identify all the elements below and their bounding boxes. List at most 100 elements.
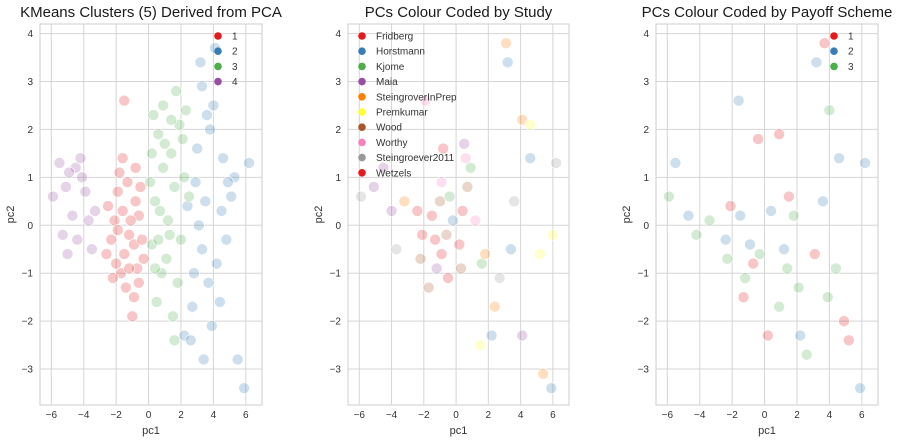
x-tick-label: 6 bbox=[859, 410, 865, 421]
data-point bbox=[155, 267, 168, 280]
data-point bbox=[121, 176, 134, 188]
data-point bbox=[377, 161, 390, 174]
data-point bbox=[464, 161, 477, 174]
data-point bbox=[66, 209, 79, 222]
data-point bbox=[129, 161, 142, 174]
data-point bbox=[63, 166, 75, 179]
data-point bbox=[508, 195, 520, 208]
data-point bbox=[859, 157, 871, 169]
data-point bbox=[171, 276, 184, 289]
legend-marker bbox=[358, 32, 366, 40]
data-point bbox=[214, 296, 226, 308]
data-point bbox=[524, 152, 537, 164]
data-point bbox=[74, 152, 87, 164]
data-point bbox=[821, 291, 834, 303]
data-point bbox=[537, 368, 549, 380]
data-point bbox=[76, 171, 88, 184]
legend-label: Wetzels bbox=[376, 168, 411, 179]
data-point bbox=[833, 152, 845, 164]
data-point bbox=[86, 243, 98, 256]
legend-label: Maia bbox=[376, 77, 398, 88]
data-point bbox=[152, 233, 165, 246]
data-point bbox=[429, 233, 441, 246]
legend: 1 2 3 4 bbox=[214, 32, 238, 88]
data-point bbox=[783, 190, 795, 203]
data-point bbox=[168, 334, 181, 347]
data-point bbox=[71, 233, 84, 246]
data-point bbox=[773, 128, 785, 141]
data-point bbox=[228, 171, 241, 184]
data-point bbox=[390, 243, 403, 256]
scatter-points bbox=[663, 37, 871, 395]
data-point bbox=[456, 205, 469, 217]
x-tick-label: −6 bbox=[46, 410, 58, 421]
tick-labels: −6 −4 −2 0 2 4 6 −3 −2 −1 0 1 2 3 4 bbox=[638, 29, 865, 421]
legend-label: Kjome bbox=[376, 62, 405, 73]
data-point bbox=[162, 214, 174, 227]
legend-label: Premkumar bbox=[376, 108, 428, 119]
y-axis-label: pc2 bbox=[621, 206, 633, 224]
data-point bbox=[176, 133, 189, 145]
data-point bbox=[124, 214, 137, 227]
x-tick-label: 4 bbox=[827, 410, 833, 421]
legend-label: 4 bbox=[232, 77, 238, 88]
data-point bbox=[765, 205, 777, 217]
data-point bbox=[416, 229, 429, 241]
data-point bbox=[485, 329, 498, 342]
data-point bbox=[843, 334, 855, 347]
y-tick-label: 4 bbox=[643, 29, 649, 40]
data-point bbox=[47, 190, 59, 203]
data-point bbox=[781, 262, 794, 275]
x-tick-label: 6 bbox=[243, 410, 249, 421]
legend-marker bbox=[358, 123, 366, 131]
data-point bbox=[222, 176, 234, 188]
legend: 1 2 3 bbox=[830, 32, 854, 73]
y-tick-label: −1 bbox=[638, 269, 650, 280]
data-point bbox=[854, 382, 866, 395]
y-tick-label: −2 bbox=[330, 317, 342, 328]
data-point bbox=[126, 310, 139, 323]
data-point bbox=[111, 224, 124, 236]
data-point bbox=[210, 257, 223, 270]
legend-label: 2 bbox=[848, 47, 854, 58]
data-point bbox=[154, 205, 166, 217]
data-point bbox=[739, 272, 751, 284]
data-point bbox=[663, 190, 675, 203]
legend-label: Horstmann bbox=[376, 47, 425, 58]
data-point bbox=[207, 99, 220, 112]
data-point bbox=[107, 272, 119, 284]
data-point bbox=[163, 229, 176, 241]
data-point bbox=[158, 138, 171, 150]
data-point bbox=[516, 329, 529, 342]
data-point bbox=[669, 157, 682, 169]
data-point bbox=[455, 262, 467, 275]
data-point bbox=[123, 262, 135, 275]
x-axis-label: pc1 bbox=[450, 425, 468, 437]
data-point bbox=[118, 94, 131, 107]
x-tick-label: −2 bbox=[726, 410, 738, 421]
y-tick-label: −3 bbox=[330, 365, 342, 376]
data-point bbox=[136, 233, 148, 246]
data-point bbox=[459, 152, 472, 164]
data-point bbox=[217, 152, 229, 164]
data-point bbox=[500, 37, 512, 49]
data-point bbox=[165, 114, 178, 126]
data-point bbox=[111, 185, 124, 198]
legend-marker bbox=[830, 62, 838, 71]
y-tick-label: 1 bbox=[27, 173, 33, 184]
data-point bbox=[762, 329, 774, 342]
data-point bbox=[823, 104, 836, 117]
x-tick-label: 2 bbox=[178, 410, 184, 421]
data-point bbox=[134, 181, 147, 193]
data-point bbox=[178, 171, 191, 184]
y-tick-label: 3 bbox=[27, 77, 33, 88]
legend-marker bbox=[358, 62, 366, 71]
data-point bbox=[170, 85, 182, 97]
x-tick-label: 2 bbox=[794, 410, 800, 421]
data-point bbox=[150, 296, 163, 308]
data-point bbox=[752, 133, 764, 145]
panel-title: KMeans Clusters (5) Derived from PCA bbox=[20, 4, 282, 21]
panel-payoff-scheme: −6 −4 −2 0 2 4 6 −3 −2 −1 0 1 2 3 4 PCs Colour Coded b… bbox=[621, 4, 892, 437]
data-point bbox=[204, 123, 216, 136]
data-point bbox=[225, 190, 238, 203]
